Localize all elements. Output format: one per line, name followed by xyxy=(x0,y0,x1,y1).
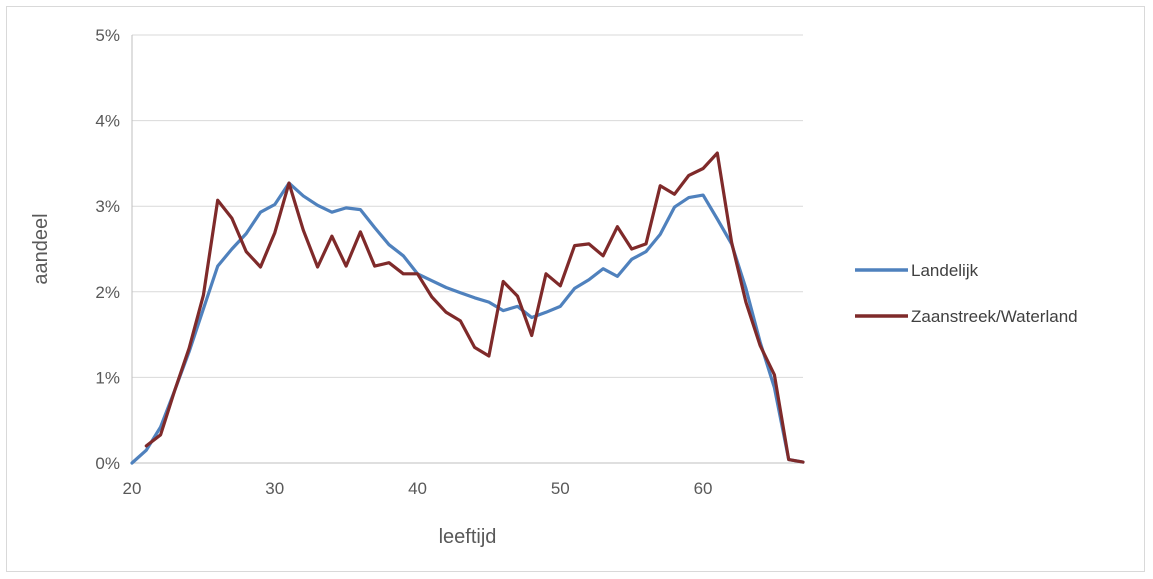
x-tick-label: 30 xyxy=(265,479,284,498)
y-tick-label: 3% xyxy=(95,197,120,216)
series-line-0 xyxy=(130,181,805,465)
legend-label-0: Landelijk xyxy=(911,261,979,280)
legend: Landelijk Zaanstreek/Waterland xyxy=(855,261,1078,326)
y-tick-labels: 0% 1% 2% 3% 4% 5% xyxy=(95,26,120,473)
y-tick-label: 4% xyxy=(95,112,120,131)
y-axis-title: aandeel xyxy=(30,213,52,284)
y-tick-label: 0% xyxy=(95,454,120,473)
axes xyxy=(131,35,803,464)
y-tick-label: 1% xyxy=(95,368,120,387)
x-tick-label: 60 xyxy=(694,479,713,498)
x-tick-label: 40 xyxy=(408,479,427,498)
x-axis-title: leeftijd xyxy=(439,526,497,548)
x-tick-label: 50 xyxy=(551,479,570,498)
x-tick-labels: 20 30 40 50 60 xyxy=(123,479,713,498)
y-tick-label: 5% xyxy=(95,26,120,45)
grid-lines xyxy=(132,34,803,378)
series-line-1 xyxy=(144,151,805,464)
y-tick-label: 2% xyxy=(95,283,120,302)
legend-label-1: Zaanstreek/Waterland xyxy=(911,307,1078,326)
x-tick-label: 20 xyxy=(123,479,142,498)
series-lines xyxy=(130,151,805,465)
